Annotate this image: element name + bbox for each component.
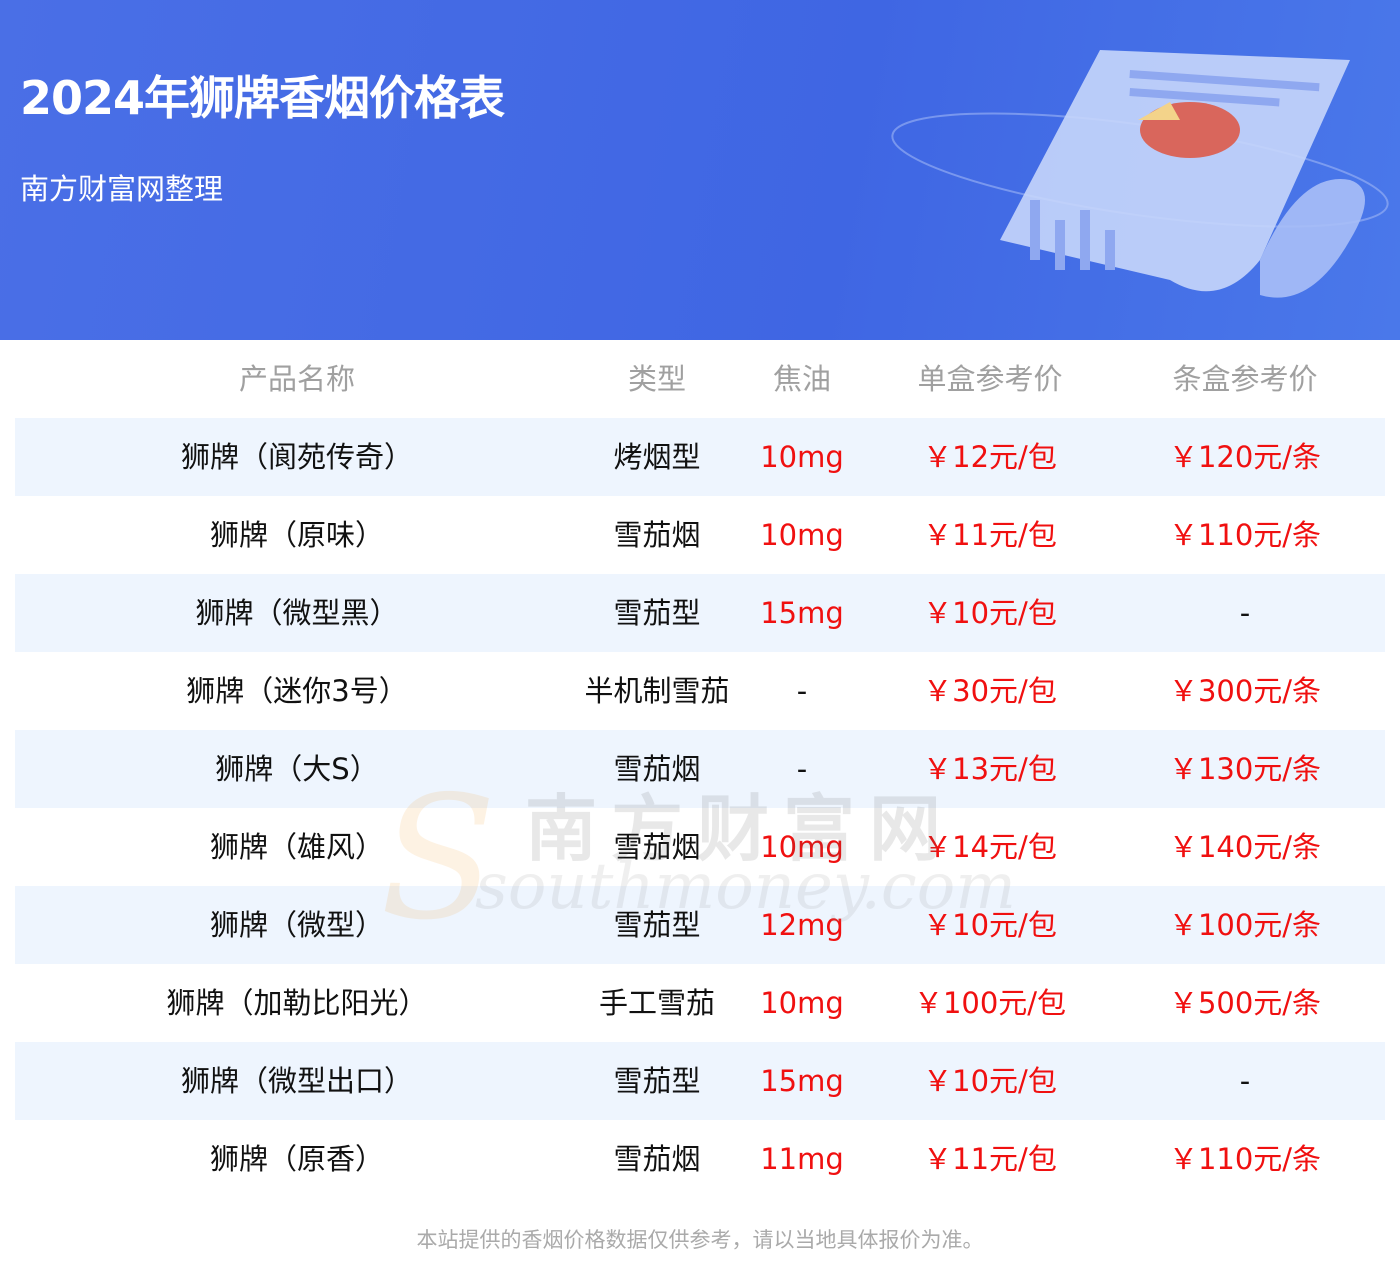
cell-pack-price: ￥11元/包 (923, 1142, 1057, 1176)
cell-tar: 10mg (760, 986, 844, 1020)
cell-carton-price: ￥110元/条 (1168, 518, 1322, 552)
cell-tar: - (796, 674, 808, 708)
report-illustration-icon (891, 50, 1389, 298)
cell-pack-price: ￥11元/包 (923, 518, 1057, 552)
cell-pack-price: ￥30元/包 (923, 674, 1057, 708)
cell-tar: 12mg (760, 908, 844, 942)
cell-carton-price: ￥120元/条 (1168, 440, 1322, 474)
cell-name: 狮牌（微型） (209, 908, 384, 942)
table-row: 狮牌（阆苑传奇） 烤烟型 10mg ￥12元/包 ￥120元/条 (15, 418, 1385, 496)
table-row: 狮牌（雄风） 雪茄烟 10mg ￥14元/包 ￥140元/条 (15, 808, 1385, 886)
column-header-name: 产品名称 (238, 362, 355, 396)
cell-type: 雪茄烟 (613, 1142, 701, 1176)
table-row: 狮牌（大S） 雪茄烟 - ￥13元/包 ￥130元/条 (15, 730, 1385, 808)
cell-carton-price: - (1239, 596, 1251, 630)
column-header-type: 类型 (627, 362, 686, 396)
cell-carton-price: ￥100元/条 (1168, 908, 1322, 942)
cell-type: 雪茄烟 (613, 518, 701, 552)
cell-tar: 10mg (760, 440, 844, 474)
page-title: 2024年狮牌香烟价格表 (20, 71, 505, 125)
cell-name: 狮牌（迷你3号） (186, 674, 408, 708)
cell-name: 狮牌（雄风） (209, 830, 384, 864)
cell-pack-price: ￥14元/包 (923, 830, 1057, 864)
cell-name: 狮牌（加勒比阳光） (166, 986, 428, 1020)
cell-pack-price: ￥10元/包 (923, 908, 1057, 942)
table-row: 狮牌（原味） 雪茄烟 10mg ￥11元/包 ￥110元/条 (15, 496, 1385, 574)
cell-type: 雪茄烟 (613, 752, 701, 786)
cell-type: 雪茄烟 (613, 830, 701, 864)
cell-pack-price: ￥10元/包 (923, 596, 1057, 630)
cell-carton-price: ￥110元/条 (1168, 1142, 1322, 1176)
cell-name: 狮牌（原香） (209, 1142, 384, 1176)
cell-carton-price: ￥300元/条 (1168, 674, 1322, 708)
cell-name: 狮牌（大S） (215, 752, 379, 786)
cell-pack-price: ￥12元/包 (923, 440, 1057, 474)
disclaimer: 本站提供的香烟价格数据仅供参考，请以当地具体报价为准。 (416, 1228, 984, 1252)
table-row: 狮牌（原香） 雪茄烟 11mg ￥11元/包 ￥110元/条 (15, 1120, 1385, 1198)
cell-tar: 10mg (760, 830, 844, 864)
cell-pack-price: ￥10元/包 (923, 1064, 1057, 1098)
cell-tar: - (796, 752, 808, 786)
cell-tar: 15mg (760, 1064, 844, 1098)
cell-type: 烤烟型 (613, 440, 701, 474)
cell-carton-price: ￥130元/条 (1168, 752, 1322, 786)
table-row: 狮牌（微型出口） 雪茄型 15mg ￥10元/包 - (15, 1042, 1385, 1120)
cell-tar: 10mg (760, 518, 844, 552)
cell-carton-price: ￥500元/条 (1168, 986, 1322, 1020)
page-subtitle: 南方财富网整理 (20, 172, 224, 206)
table-row: 狮牌（微型） 雪茄型 12mg ￥10元/包 ￥100元/条 (15, 886, 1385, 964)
header-banner: 2024年狮牌香烟价格表 南方财富网整理 (0, 0, 1400, 340)
table-row: 狮牌（加勒比阳光） 手工雪茄 10mg ￥100元/包 ￥500元/条 (15, 964, 1385, 1042)
cell-pack-price: ￥13元/包 (923, 752, 1057, 786)
column-header-tar: 焦油 (772, 362, 831, 396)
cell-type: 雪茄型 (613, 596, 701, 630)
cell-tar: 15mg (760, 596, 844, 630)
cell-tar: 11mg (760, 1142, 844, 1176)
cell-type: 雪茄型 (613, 1064, 701, 1098)
cell-type: 半机制雪茄 (584, 674, 730, 708)
cell-type: 雪茄型 (613, 908, 701, 942)
column-header-pack-price: 单盒参考价 (917, 362, 1063, 396)
table-row: 狮牌（微型黑） 雪茄型 15mg ￥10元/包 - (15, 574, 1385, 652)
cell-carton-price: ￥140元/条 (1168, 830, 1322, 864)
cell-name: 狮牌（微型出口） (180, 1064, 413, 1098)
column-header-carton-price: 条盒参考价 (1172, 362, 1318, 396)
cell-pack-price: ￥100元/包 (913, 986, 1067, 1020)
cell-name: 狮牌（原味） (209, 518, 384, 552)
cell-name: 狮牌（阆苑传奇） (180, 440, 413, 474)
table-header: 产品名称 类型 焦油 单盒参考价 条盒参考价 (15, 340, 1385, 418)
table-row: 狮牌（迷你3号） 半机制雪茄 - ￥30元/包 ￥300元/条 (15, 652, 1385, 730)
cell-name: 狮牌（微型黑） (195, 596, 399, 630)
cell-type: 手工雪茄 (598, 986, 715, 1020)
cell-carton-price: - (1239, 1064, 1251, 1098)
